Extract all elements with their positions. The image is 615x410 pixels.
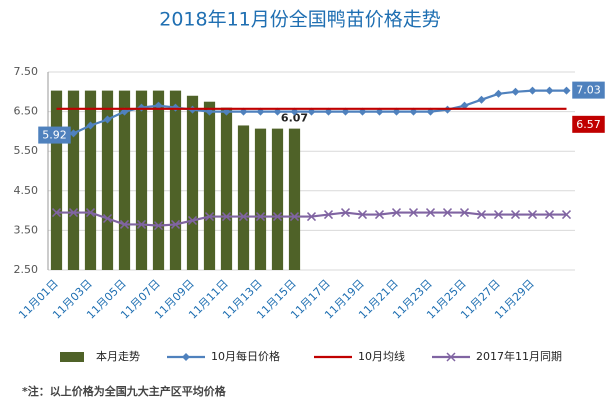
marker [153, 221, 164, 231]
bar [67, 90, 80, 270]
bar [203, 101, 216, 270]
marker [545, 86, 554, 95]
y-tick-label: 5.50 [14, 144, 39, 157]
bar [254, 128, 267, 270]
marker [494, 89, 503, 98]
marker [68, 208, 79, 218]
data-label-box [572, 81, 605, 99]
marker [510, 210, 521, 220]
data-label-box [572, 115, 605, 133]
data-label: 5.92 [42, 129, 67, 142]
marker [103, 115, 112, 124]
bar [135, 90, 148, 270]
marker [408, 208, 419, 218]
marker [69, 129, 78, 138]
marker [238, 212, 249, 222]
legend-label: 2017年11月同期 [476, 349, 562, 363]
footnote: *注：以上价格为全国九大主产区平均价格 [22, 384, 227, 398]
data-label: 6.07 [281, 112, 308, 125]
marker [561, 210, 572, 220]
marker [51, 208, 62, 218]
data-label: 6.57 [576, 118, 601, 131]
marker [289, 212, 300, 222]
marker [323, 210, 334, 220]
marker [187, 215, 198, 226]
marker [119, 219, 130, 229]
data-label-box [38, 126, 71, 144]
marker [204, 212, 215, 222]
marker [511, 87, 520, 96]
bar [186, 95, 199, 270]
marker [391, 208, 402, 218]
marker [562, 86, 571, 95]
bar [237, 125, 250, 271]
marker [357, 210, 368, 220]
legend-label: 10月均线 [358, 349, 405, 363]
marker [85, 208, 96, 218]
marker [442, 208, 453, 218]
bar [84, 90, 97, 270]
marker [425, 208, 436, 218]
y-tick-label: 7.50 [14, 65, 39, 78]
marker [459, 208, 470, 218]
y-tick-label: 3.50 [14, 223, 39, 236]
marker [255, 212, 266, 222]
legend-marker [446, 352, 456, 362]
marker [460, 101, 469, 110]
data-label: 7.03 [576, 84, 601, 97]
legend-label: 本月走势 [96, 349, 140, 363]
y-tick-label: 4.50 [14, 184, 39, 197]
marker [340, 208, 351, 218]
marker [493, 210, 504, 220]
legend-swatch [60, 352, 84, 362]
y-tick-label: 2.50 [14, 263, 39, 276]
marker [272, 212, 283, 222]
marker [154, 101, 163, 110]
marker [102, 213, 113, 224]
marker [528, 86, 537, 95]
marker [476, 210, 487, 220]
y-tick-label: 6.50 [14, 105, 39, 118]
legend-label: 10月每日价格 [211, 349, 280, 363]
bar [50, 90, 63, 270]
marker [221, 212, 232, 222]
marker [374, 210, 385, 220]
legend-marker [182, 353, 190, 361]
bar [169, 90, 182, 270]
bar [118, 90, 131, 270]
chart-title: 2018年11月份全国鸭苗价格走势 [159, 9, 441, 31]
bar [220, 107, 233, 270]
bar [288, 128, 301, 270]
line [56, 211, 567, 227]
bar [152, 90, 165, 270]
marker [544, 210, 555, 220]
bar [101, 90, 114, 270]
marker [306, 212, 317, 222]
marker [86, 121, 95, 130]
marker [136, 219, 147, 229]
marker [170, 219, 181, 229]
marker [477, 95, 486, 104]
bar [271, 128, 284, 270]
marker [527, 210, 538, 220]
